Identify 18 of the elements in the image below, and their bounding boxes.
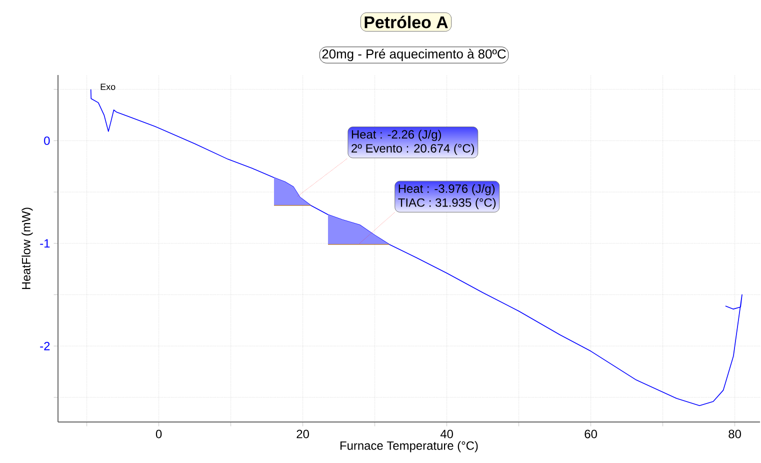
chart-title: Petróleo A (364, 16, 448, 28)
x-tick-label: 80 (728, 430, 741, 438)
annotation: 2º Evento : 20.674 (°C) (352, 144, 474, 155)
y-tick-label: -1 (40, 239, 50, 248)
x-axis-title: Furnace Temperature (°C) (340, 441, 478, 452)
y-tick-label: -2 (40, 342, 50, 350)
chart-subtitle: 20mg - Pré aquecimento à 80ºC (322, 48, 506, 62)
y-tick-label: 0 (44, 136, 50, 145)
x-tick-label: 40 (440, 430, 453, 438)
x-tick-label: 20 (296, 430, 309, 438)
x-tick-label: 60 (584, 430, 597, 438)
line-series (90, 88, 742, 406)
y-axis-title: HeatFlow (mW) (22, 208, 33, 290)
annotation: Heat : -3.976 (J/g) (398, 184, 495, 196)
annotation: TIAC : 31.935 (°C) (398, 198, 496, 210)
annotation: Exo (100, 84, 116, 90)
x-tick-label: 0 (156, 430, 162, 438)
annotation: Heat : -2.26 (J/g) (352, 130, 442, 141)
